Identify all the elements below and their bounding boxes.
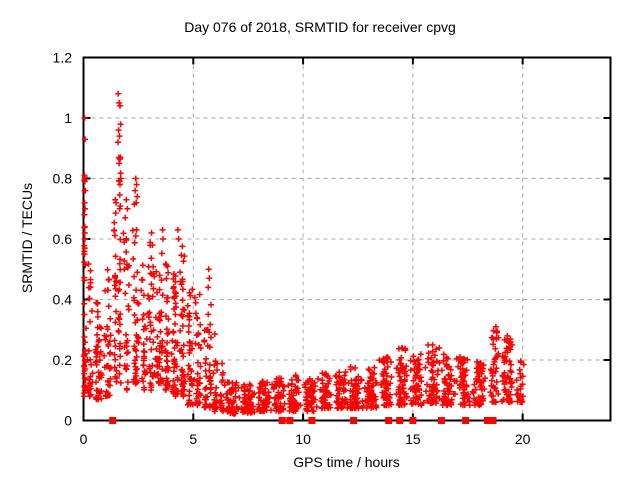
svg-text:15: 15	[405, 431, 421, 447]
svg-text:10: 10	[295, 431, 311, 447]
svg-text:20: 20	[515, 431, 531, 447]
x-axis-label: GPS time / hours	[293, 454, 400, 470]
svg-text:0: 0	[64, 413, 72, 429]
svg-text:0.6: 0.6	[53, 231, 73, 247]
svg-text:0.2: 0.2	[53, 352, 73, 368]
svg-text:5: 5	[189, 431, 197, 447]
svg-text:0.4: 0.4	[53, 292, 73, 308]
svg-text:1.2: 1.2	[53, 50, 73, 66]
svg-text:0.8: 0.8	[53, 171, 73, 187]
svg-text:1: 1	[64, 110, 72, 126]
chart-title: Day 076 of 2018, SRMTID for receiver cpv…	[184, 19, 456, 35]
svg-text:0: 0	[80, 431, 88, 447]
